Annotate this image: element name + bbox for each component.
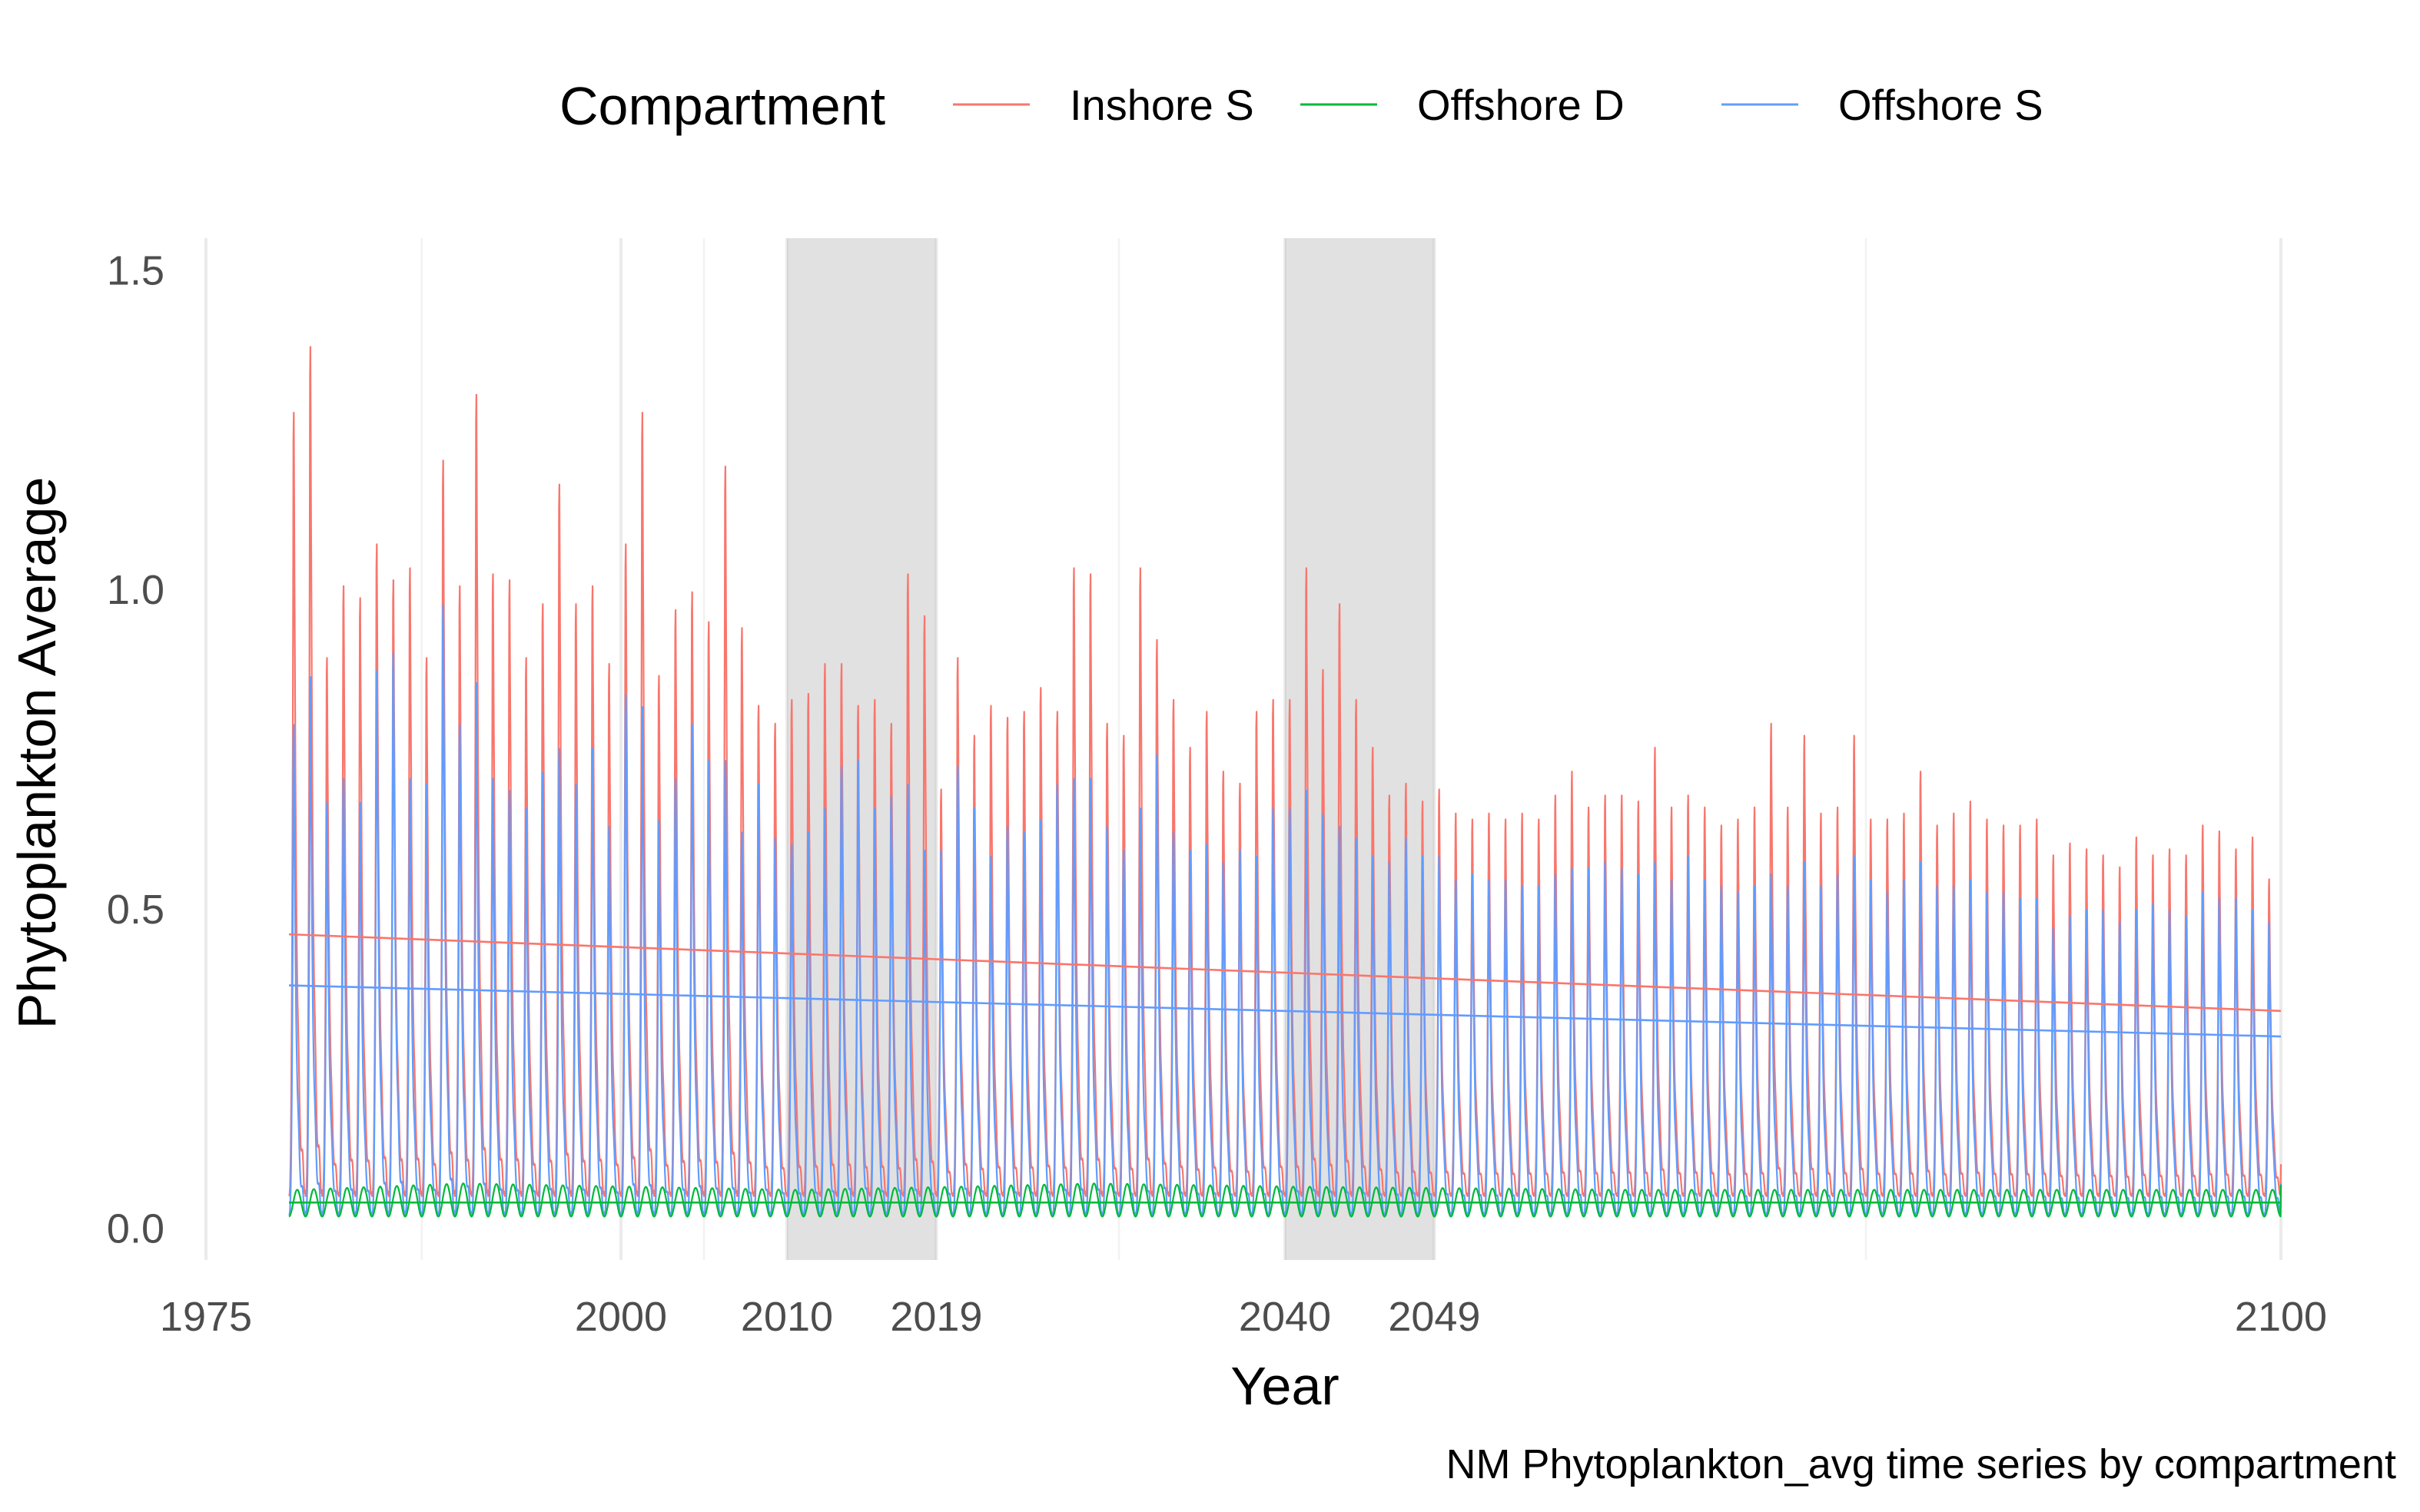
series-layer [288,346,2282,1218]
series-line-inshore-s [288,346,2282,1197]
trend-layer [288,933,2282,1204]
trend-line-offshore-s [288,984,2282,1038]
y-tick-label: 1.5 [107,248,164,294]
x-tick-label: 2040 [1239,1294,1331,1340]
legend-item-inshore-s: Inshore S [953,81,1254,129]
series-line-offshore-d [288,1182,2282,1218]
legend-label: Inshore S [1070,81,1254,129]
x-tick-label: 1975 [160,1294,252,1340]
chart-caption: NM Phytoplankton_avg time series by comp… [1446,1441,2396,1487]
y-tick-label: 0.0 [107,1205,164,1252]
trend-line-inshore-s [288,933,2282,1013]
y-axis-title: Phytoplankton Average [7,477,67,1030]
y-tick-label: 0.5 [107,887,164,933]
x-axis-title: Year [1230,1356,1339,1416]
x-axis-ticks: 1975 2000 2010 2019 2040 2049 2100 [160,1294,2327,1340]
x-tick-label: 2010 [741,1294,833,1340]
legend-label: Offshore D [1417,81,1625,129]
x-tick-label: 2019 [890,1294,982,1340]
legend-item-offshore-d: Offshore D [1300,81,1625,129]
grid-layer [204,238,2282,1260]
legend: Compartment Inshore S Offshore D Offshore … [559,76,2043,136]
x-tick-label: 2000 [575,1294,667,1340]
x-tick-label: 2049 [1388,1294,1480,1340]
x-tick-label: 2100 [2235,1294,2327,1340]
series-line-offshore-s [288,604,2282,1216]
y-axis-ticks: 0.0 0.5 1.0 1.5 [107,248,164,1252]
legend-items: Inshore S Offshore D Offshore S [953,81,2043,129]
y-tick-label: 1.0 [107,567,164,613]
legend-title: Compartment [559,76,885,136]
legend-label: Offshore S [1838,81,2043,129]
legend-item-offshore-s: Offshore S [1721,81,2043,129]
